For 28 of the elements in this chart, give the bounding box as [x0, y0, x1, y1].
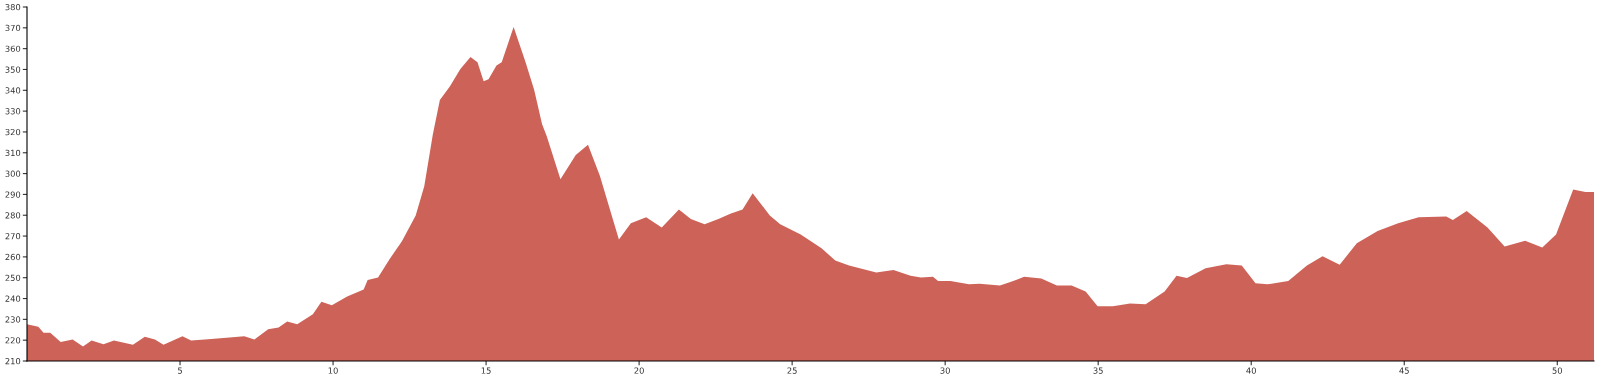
x-tick-label: 40 — [1246, 367, 1256, 374]
y-tick-label: 270 — [5, 233, 21, 240]
y-tick-label: 250 — [5, 274, 21, 281]
x-tick-label: 5 — [178, 367, 182, 374]
y-tick-label: 310 — [5, 149, 21, 157]
x-tick-label: 35 — [1093, 367, 1103, 374]
y-tick-label: 230 — [5, 316, 21, 323]
y-tick-label: 290 — [5, 191, 21, 198]
y-tick-label: 330 — [5, 108, 21, 115]
y-tick-label: 320 — [5, 128, 21, 136]
x-tick-label: 50 — [1552, 367, 1563, 374]
x-tick-label: 15 — [481, 367, 491, 374]
x-tick-label: 10 — [328, 367, 338, 374]
y-tick-label: 370 — [5, 24, 21, 32]
y-tick-label: 300 — [5, 170, 21, 177]
y-tick-label: 240 — [5, 295, 21, 302]
x-tick-label: 30 — [940, 367, 950, 374]
y-tick-label: 380 — [5, 3, 21, 11]
y-tick-label: 210 — [5, 357, 21, 365]
x-tick-label: 25 — [787, 367, 797, 374]
y-tick-label: 350 — [5, 66, 21, 73]
y-tick-label: 340 — [5, 87, 21, 94]
x-tick-label: 20 — [634, 367, 644, 374]
x-tick-label: 45 — [1399, 367, 1409, 374]
y-tick-label: 220 — [5, 337, 21, 344]
y-tick-label: 280 — [5, 212, 21, 219]
y-tick-label: 260 — [5, 253, 21, 261]
y-tick-label: 360 — [5, 45, 21, 52]
